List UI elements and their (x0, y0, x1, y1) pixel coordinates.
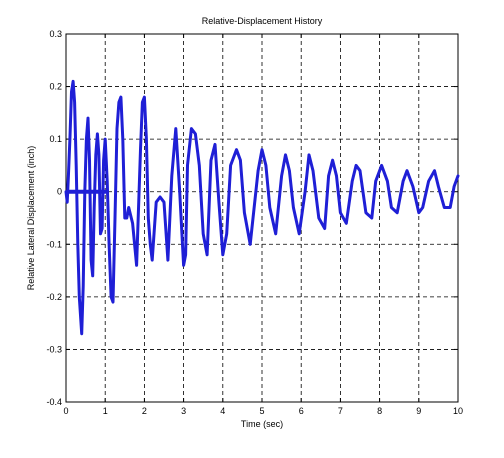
y-tick-label: 0.2 (49, 82, 62, 92)
x-tick-label: 9 (416, 406, 421, 416)
x-tick-label: 1 (103, 406, 108, 416)
y-tick-label: 0.1 (49, 134, 62, 144)
y-tick-label: -0.3 (46, 344, 62, 354)
x-tick-label: 8 (377, 406, 382, 416)
x-axis-label: Time (sec) (241, 419, 283, 429)
y-tick-label: -0.2 (46, 292, 62, 302)
x-tick-label: 5 (259, 406, 264, 416)
x-tick-label: 0 (63, 406, 68, 416)
x-tick-label: 10 (453, 406, 463, 416)
grid-layer (66, 34, 458, 402)
x-tick-label: 4 (220, 406, 225, 416)
series-line-1 (64, 79, 460, 336)
series-layer (64, 79, 460, 336)
x-tick-label: 6 (299, 406, 304, 416)
x-tick-label: 2 (142, 406, 147, 416)
y-tick-label: 0 (57, 187, 62, 197)
x-tick-label: 7 (338, 406, 343, 416)
y-tick-label: 0.3 (49, 29, 62, 39)
chart-title: Relative-Displacement History (202, 16, 323, 26)
y-axis-label: Relative Lateral Displacement (inch) (26, 146, 36, 291)
x-tick-label: 3 (181, 406, 186, 416)
y-tick-label: -0.4 (46, 397, 62, 407)
y-tick-label: -0.1 (46, 239, 62, 249)
tick-layer: 0 1 2 3 4 5 6 7 8 9 10 -0.4 -0.3 -0.2 -0.1 0 0.1 0.2 0.3 (46, 29, 463, 416)
